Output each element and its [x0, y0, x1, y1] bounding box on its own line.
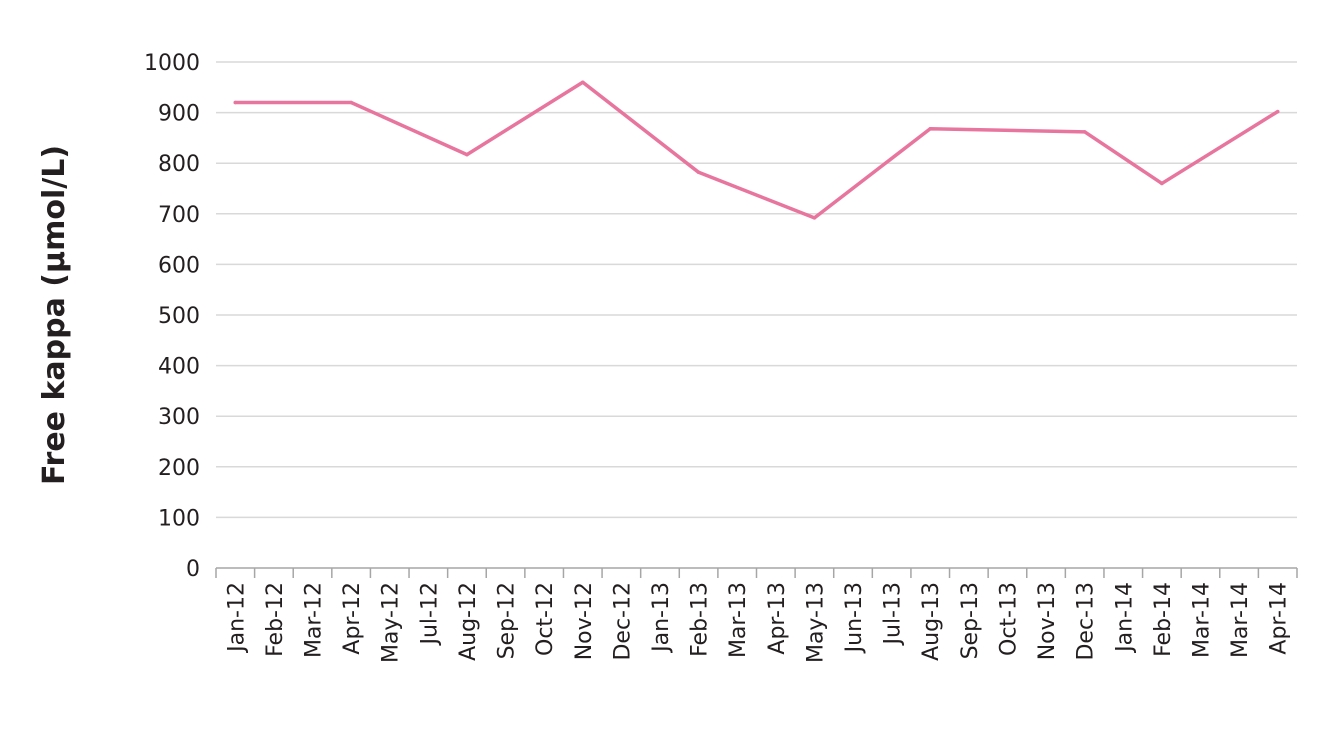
- x-tick-label: Nov-13: [1035, 582, 1060, 660]
- x-tick-label: Feb-14: [1151, 582, 1176, 657]
- data-point: [696, 170, 701, 175]
- y-tick-label: 900: [158, 102, 200, 127]
- data-point: [233, 100, 238, 105]
- x-tick-label: Sep-12: [495, 582, 520, 659]
- data-point: [581, 80, 585, 84]
- y-tick-label: 400: [158, 355, 200, 380]
- x-tick-label: Jan-12: [224, 582, 249, 654]
- x-tick-label: Aug-12: [456, 582, 481, 661]
- y-tick-label: 300: [158, 405, 200, 430]
- x-tick-label: Jul-12: [417, 582, 442, 646]
- x-tick-label: Feb-13: [688, 582, 713, 657]
- x-tick-label: Feb-12: [263, 582, 288, 657]
- x-tick-label: Dec-13: [1074, 582, 1099, 661]
- x-tick-label: Mar-14: [1189, 582, 1214, 658]
- x-tick-label: Oct-13: [996, 582, 1021, 656]
- data-point: [1275, 109, 1280, 114]
- x-tick-label: Mar-13: [726, 582, 751, 658]
- x-tick-label: Jan-14: [1112, 582, 1137, 654]
- x-tick-label: Jul-13: [881, 582, 906, 646]
- x-tick-label: Apr-13: [765, 582, 790, 655]
- gridlines: [216, 61, 1297, 519]
- x-tick-label: Dec-12: [610, 582, 635, 661]
- x-tick-label: Mar-12: [302, 582, 327, 658]
- x-tick-label: Nov-12: [572, 582, 597, 660]
- x-tick-label: Jan-13: [649, 582, 674, 654]
- y-tick-label: 100: [158, 506, 200, 531]
- series-layer: [233, 80, 1280, 220]
- y-tick-label: 0: [186, 557, 200, 582]
- x-tick-label: Oct-12: [533, 582, 558, 656]
- y-tick-label: 800: [158, 152, 200, 177]
- x-tick-label: Aug-13: [919, 582, 944, 661]
- data-point: [812, 216, 817, 220]
- x-tick-label: Jun-13: [842, 582, 867, 654]
- x-axis: Jan-12 Feb-12 Mar-12 Apr-12 May-12 Jul-12 Aug-…: [215, 567, 1298, 663]
- data-point: [1082, 130, 1087, 134]
- x-tick-label: Apr-12: [340, 582, 365, 655]
- y-tick-label: 200: [158, 456, 200, 481]
- y-tick-label: 1000: [144, 51, 200, 76]
- y-axis-ticks: 0 100 200 300 400 500 600 700 800 900 1000: [144, 51, 200, 582]
- data-point: [1160, 181, 1164, 186]
- x-tick-label: Sep-13: [958, 582, 983, 659]
- y-tick-label: 700: [158, 203, 200, 228]
- x-tick-label: May-13: [803, 582, 828, 663]
- data-point: [465, 152, 469, 157]
- x-tick-label: Apr-14: [1267, 582, 1292, 655]
- data-point: [928, 127, 932, 131]
- series-line: [233, 80, 1280, 220]
- y-tick-label: 500: [158, 304, 200, 329]
- y-axis-label: Free kappa (μmol/L): [37, 145, 72, 485]
- y-tick-label: 600: [158, 253, 200, 278]
- x-tick-label: May-12: [379, 582, 404, 663]
- data-point: [349, 100, 353, 105]
- x-tick-label: Mar-14: [1228, 582, 1253, 658]
